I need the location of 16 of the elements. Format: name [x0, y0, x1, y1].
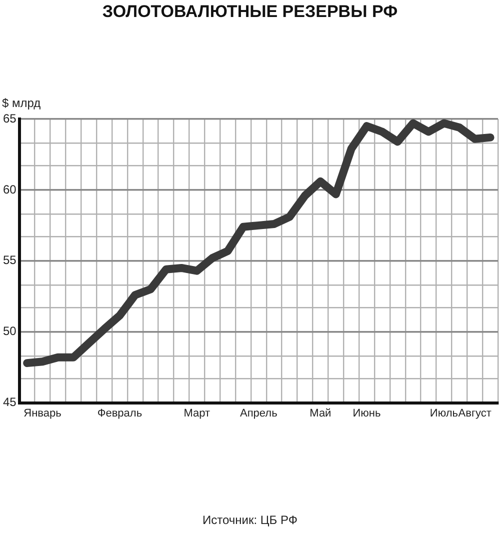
x-tick-label: Июль: [430, 407, 458, 420]
x-tick-label: Июнь: [352, 407, 382, 420]
x-tick-label: Апрель: [240, 407, 278, 420]
x-tick-label: Март: [184, 407, 210, 420]
y-tick-label: 55: [2, 253, 17, 268]
x-tick-label: Февраль: [97, 407, 142, 420]
x-tick-label: Январь: [24, 407, 62, 420]
y-axis-title: $ млрд: [2, 96, 41, 110]
x-tick-label: Май: [310, 407, 332, 420]
chart-title: ЗОЛОТОВАЛЮТНЫЕ РЕЗЕРВЫ РФ: [101, 2, 399, 22]
x-tick-label: Август: [458, 407, 492, 420]
y-tick-label: 45: [2, 395, 17, 410]
y-tick-label: 65: [2, 111, 17, 126]
y-tick-label: 50: [2, 324, 17, 338]
y-tick-label: 60: [2, 182, 17, 196]
text: Источник: ЦБ РФ: [202, 513, 298, 527]
